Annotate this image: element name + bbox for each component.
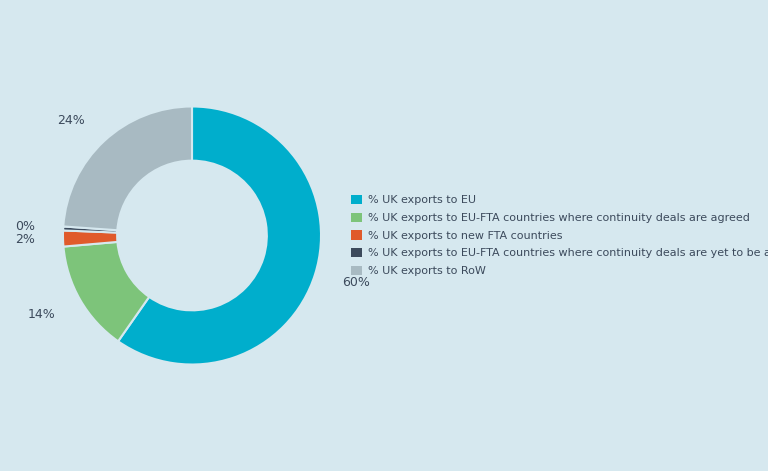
Wedge shape [64, 242, 149, 341]
Text: 2%: 2% [15, 233, 35, 246]
Text: 14%: 14% [28, 308, 55, 321]
Wedge shape [63, 227, 118, 233]
Wedge shape [63, 106, 192, 230]
Wedge shape [118, 106, 321, 365]
Legend: % UK exports to EU, % UK exports to EU-FTA countries where continuity deals are : % UK exports to EU, % UK exports to EU-F… [351, 195, 768, 276]
Text: 0%: 0% [15, 220, 35, 234]
Text: 60%: 60% [343, 276, 370, 289]
Text: 24%: 24% [57, 114, 84, 127]
Wedge shape [63, 230, 118, 247]
